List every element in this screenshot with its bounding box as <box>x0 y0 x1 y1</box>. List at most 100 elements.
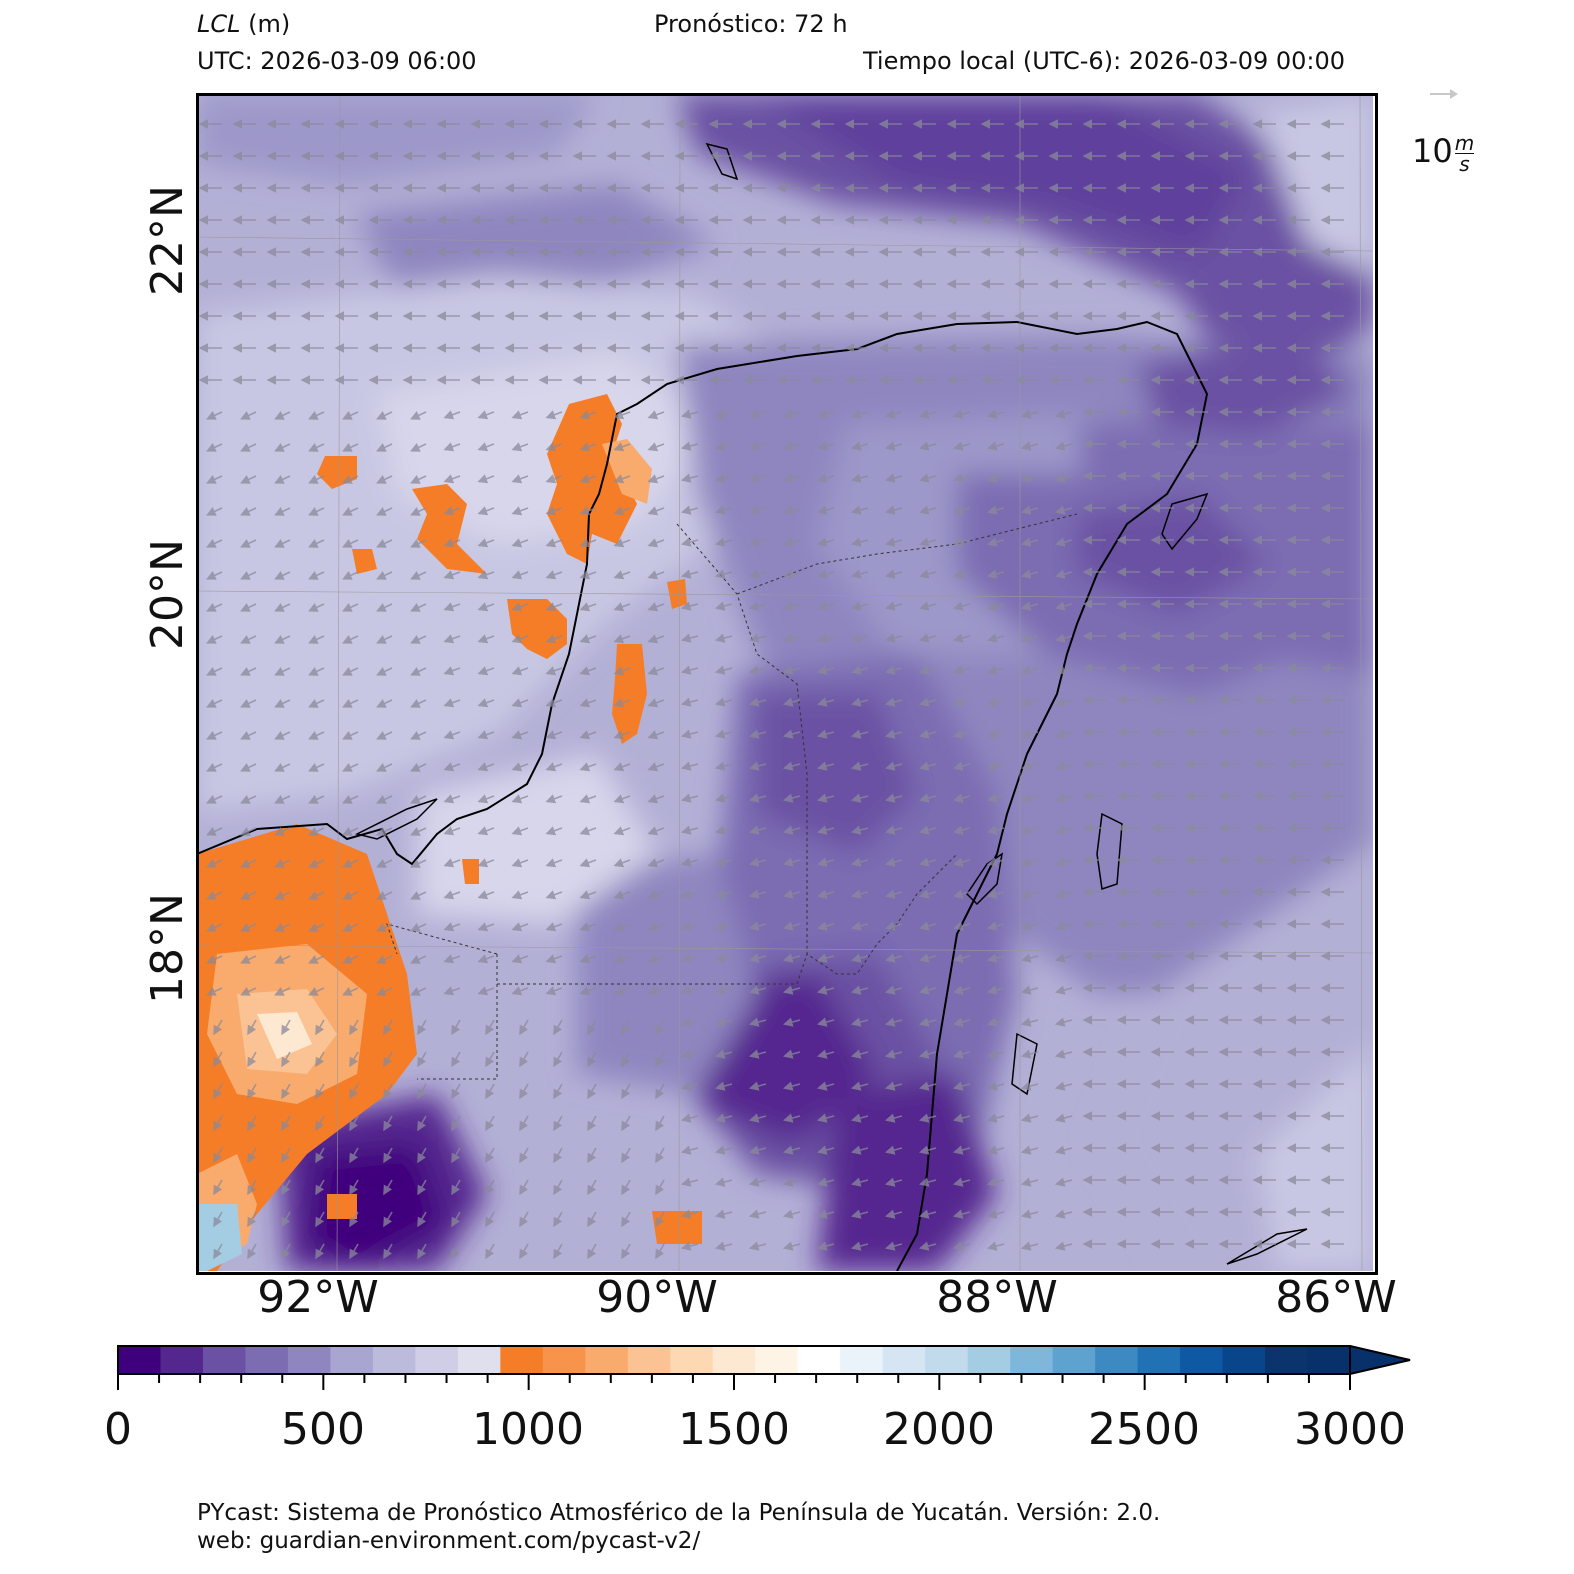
colorbar-swatch <box>1137 1346 1181 1374</box>
wind-arrow <box>714 633 733 643</box>
wind-arrow <box>308 667 325 676</box>
wind-arrow <box>274 731 291 740</box>
wind-arrow <box>376 443 393 452</box>
wind-arrow <box>451 1019 461 1036</box>
wind-arrow <box>1020 857 1039 867</box>
wind-arrow <box>281 1051 291 1068</box>
wind-arrow <box>647 858 665 868</box>
wind-arrow <box>443 954 461 964</box>
wind-arrow <box>376 891 393 900</box>
wind-arrow <box>816 537 835 547</box>
wind-arrow <box>850 857 869 867</box>
wind-vectors <box>198 119 1344 1260</box>
wind-arrow <box>342 731 359 740</box>
wind-arrow <box>680 889 699 899</box>
wind-arrow <box>918 473 937 483</box>
wind-arrow <box>315 1019 325 1036</box>
wind-arrow <box>850 1017 869 1027</box>
colorbar-swatch <box>542 1346 586 1374</box>
wind-arrow <box>383 1115 393 1132</box>
wind-arrow <box>680 505 699 515</box>
wind-arrow <box>1020 1241 1039 1251</box>
wind-arrow <box>680 953 699 963</box>
wind-arrow <box>274 507 291 516</box>
wind-arrow <box>1020 1113 1039 1123</box>
colorbar-swatch <box>840 1346 884 1374</box>
wind-arrow <box>376 731 393 740</box>
wind-arrow <box>342 443 359 452</box>
wind-arrow <box>443 826 461 836</box>
map-panel[interactable] <box>197 94 1373 1271</box>
colorbar-swatch <box>287 1346 331 1374</box>
wind-arrow <box>952 473 971 483</box>
wind-arrow <box>240 635 257 644</box>
wind-arrow <box>443 570 461 580</box>
footer-url[interactable]: web: guardian-environment.com/pycast-v2/ <box>197 1528 701 1554</box>
colorbar-swatch <box>670 1346 714 1374</box>
wind-arrow <box>349 1243 359 1260</box>
wind-arrow <box>647 538 665 548</box>
wind-arrow <box>206 635 223 644</box>
wind-arrow <box>782 697 801 707</box>
wind-arrow <box>376 699 393 708</box>
wind-arrow <box>376 923 393 932</box>
wind-arrow <box>274 699 291 708</box>
wind-arrow <box>342 795 359 804</box>
wind-arrow <box>417 1243 427 1260</box>
colorbar-swatch <box>1095 1346 1139 1374</box>
wind-arrow <box>213 1211 223 1228</box>
wind-arrow <box>1020 633 1039 643</box>
wind-arrow <box>545 602 563 612</box>
wind-arrow <box>213 1083 223 1100</box>
wind-arrow <box>647 442 665 452</box>
wind-arrow <box>206 827 223 836</box>
wind-arrow <box>206 443 223 452</box>
wind-arrow <box>274 891 291 900</box>
wind-arrow <box>1054 473 1073 483</box>
wind-arrow <box>986 793 1005 803</box>
wind-arrow <box>884 441 903 451</box>
variable-units: (m) <box>248 10 291 38</box>
wind-arrow <box>281 1083 291 1100</box>
wind-arrow <box>410 987 427 996</box>
wind-arrow <box>850 409 869 419</box>
wind-arrow <box>410 795 427 804</box>
wind-arrow <box>714 665 733 675</box>
colorbar-swatch <box>627 1346 671 1374</box>
wind-arrow <box>410 539 427 548</box>
wind-arrow <box>613 762 631 772</box>
wind-arrow <box>349 1051 359 1068</box>
wind-arrow <box>613 410 631 420</box>
wind-arrow <box>511 858 529 868</box>
wind-arrow <box>281 1019 291 1036</box>
lon-label-88w: 88°W <box>936 1272 1058 1323</box>
wind-arrow <box>918 409 937 419</box>
wind-arrow <box>647 954 665 964</box>
wind-arrow <box>410 635 427 644</box>
wind-arrow <box>986 505 1005 515</box>
wind-arrow <box>986 1113 1005 1123</box>
wind-arrow <box>884 921 903 931</box>
wind-arrow <box>477 794 495 804</box>
colorbar-swatch <box>797 1346 841 1374</box>
wind-arrow <box>545 794 563 804</box>
wind-arrow <box>850 1113 869 1123</box>
wind-arrow <box>1054 441 1073 451</box>
wind-arrow <box>647 730 665 740</box>
wind-arrow <box>511 986 529 996</box>
wind-arrow <box>545 538 563 548</box>
wind-arrow <box>918 825 937 835</box>
wind-arrow <box>816 825 835 835</box>
wind-arrow <box>376 635 393 644</box>
wind-arrow <box>621 1083 631 1100</box>
wind-arrow <box>748 1113 767 1123</box>
wind-arrow <box>918 953 937 963</box>
wind-arrow <box>1020 1017 1039 1027</box>
wind-arrow <box>655 1211 665 1228</box>
wind-arrow <box>816 1145 835 1155</box>
wind-arrow <box>782 1049 801 1059</box>
wind-arrow <box>714 1049 733 1059</box>
wind-arrow <box>342 475 359 484</box>
wind-arrow <box>511 570 529 580</box>
wind-arrow <box>1020 441 1039 451</box>
